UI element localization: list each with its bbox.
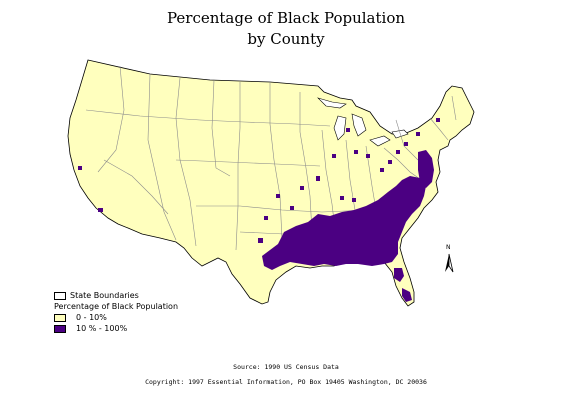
- legend-swatch-low: [54, 314, 66, 322]
- map-title-line-2: by County: [247, 30, 325, 48]
- north-arrow-icon: [445, 253, 454, 273]
- north-label: N: [446, 244, 451, 251]
- copyright-note: Copyright: 1997 Essential Information, P…: [145, 378, 427, 386]
- great-lakes: [316, 97, 409, 147]
- high-percentage-region-mid-atlantic: [418, 150, 434, 188]
- high-percentage-region-south: [262, 176, 426, 270]
- legend-label-high: 10 % - 100%: [76, 324, 128, 333]
- high-percentage-counties-scattered: [78, 118, 440, 243]
- high-percentage-region-florida: [394, 268, 412, 302]
- legend-label-low: 0 - 10%: [76, 313, 107, 322]
- map-title-line-1: Percentage of Black Population: [166, 9, 406, 27]
- legend-swatch-state-boundaries: [54, 292, 66, 300]
- legend-label-state-boundaries: State Boundaries: [70, 291, 139, 300]
- source-note: Source: 1990 US Census Data: [233, 363, 339, 371]
- legend-swatch-high: [54, 325, 66, 333]
- legend-heading: Percentage of Black Population: [54, 302, 179, 311]
